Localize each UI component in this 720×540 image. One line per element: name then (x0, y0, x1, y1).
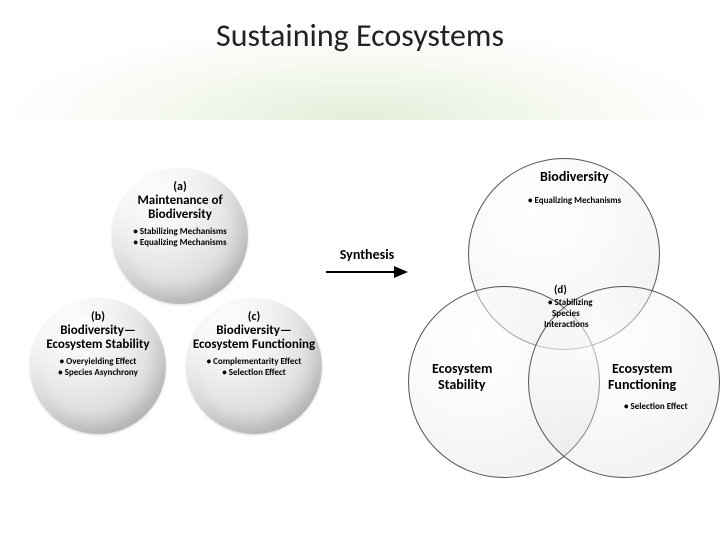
sphere-c-bullet-2: Selection Effect (186, 368, 322, 379)
sphere-a: (a) Maintenance of Biodiversity Stabiliz… (112, 168, 248, 304)
sphere-b-heading-1: Biodiversity— (30, 324, 166, 338)
sphere-a-heading-1: Maintenance of (112, 194, 248, 208)
venn-bullet-selection: Selection Effect (624, 402, 688, 412)
synthesis-arrow: Synthesis (322, 246, 412, 281)
arrow-icon (324, 263, 410, 281)
sphere-b-bullet-2: Species Asynchrony (30, 368, 166, 379)
page-title: Sustaining Ecosystems (0, 16, 720, 55)
venn-d-line-1: Stabilizing (548, 298, 593, 308)
sphere-b-heading-2: Ecosystem Stability (30, 338, 166, 352)
venn-d-line-2: Species (552, 309, 580, 319)
venn-d-letter: (d) (554, 284, 567, 297)
sphere-b-letter: (b) (30, 310, 166, 324)
venn-label-stability-2: Stability (438, 378, 486, 393)
venn-d-line-3: Interactions (544, 320, 588, 330)
venn-label-functioning-1: Ecosystem (612, 362, 672, 377)
venn-label-biodiversity: Biodiversity (540, 170, 609, 185)
sphere-b: (b) Biodiversity— Ecosystem Stability Ov… (30, 298, 166, 434)
sphere-c: (c) Biodiversity— Ecosystem Functioning … (186, 298, 322, 434)
venn-label-functioning-2: Functioning (608, 378, 676, 393)
venn-label-stability-1: Ecosystem (432, 362, 492, 377)
sphere-c-letter: (c) (186, 310, 322, 324)
synthesis-label: Synthesis (322, 246, 412, 263)
sphere-c-heading-2: Ecosystem Functioning (186, 338, 322, 352)
sphere-a-letter: (a) (112, 180, 248, 194)
sphere-a-heading-2: Biodiversity (112, 208, 248, 222)
venn-bullet-equalizing: Equalizing Mechanisms (528, 196, 621, 206)
slide: Sustaining Ecosystems (a) Maintenance of… (0, 0, 720, 540)
sphere-c-heading-1: Biodiversity— (186, 324, 322, 338)
sphere-a-bullet-2: Equalizing Mechanisms (112, 238, 248, 249)
